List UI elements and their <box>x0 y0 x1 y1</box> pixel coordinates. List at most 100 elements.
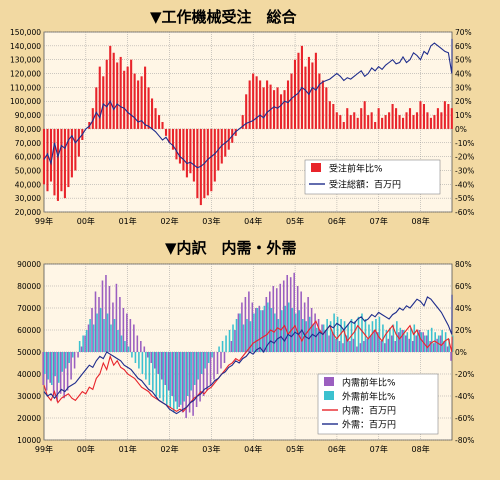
bar-a <box>119 56 122 129</box>
bar-a <box>98 66 101 129</box>
bar-a <box>56 128 59 201</box>
bar-a <box>150 352 153 363</box>
bar-a <box>178 352 180 407</box>
bar-b <box>228 330 231 352</box>
bar-a <box>433 115 436 129</box>
bar-a <box>328 335 330 352</box>
bar-a <box>303 302 306 352</box>
bar-a <box>195 352 198 407</box>
bar-a <box>95 87 98 129</box>
bar-b <box>333 313 335 352</box>
bar-b <box>326 319 328 352</box>
bar-b <box>134 352 137 363</box>
bar-a <box>381 117 384 129</box>
bar-a <box>273 90 276 129</box>
bar-b <box>169 352 172 407</box>
bar-b <box>138 352 140 369</box>
bar-a <box>360 108 363 129</box>
y-right-tick-label: -20% <box>455 153 474 162</box>
y-left-tick-label: 90,000 <box>15 111 41 120</box>
bar-a <box>123 70 126 129</box>
x-tick-label: 00年 <box>77 216 95 226</box>
bar-a <box>275 288 278 352</box>
bar-a <box>404 335 407 352</box>
bar-b <box>183 352 185 402</box>
bar-a <box>377 108 380 129</box>
bar-a <box>213 352 215 380</box>
lines-total-orders <box>43 38 453 169</box>
bar-b <box>211 352 213 358</box>
bar-a <box>45 352 48 391</box>
bar-a <box>220 352 222 369</box>
bar-b <box>354 321 356 352</box>
bar-a <box>154 108 157 129</box>
bar-a <box>310 308 313 352</box>
bar-a <box>321 324 323 352</box>
y-right-tick-label: 80% <box>455 260 472 269</box>
bar-a <box>102 76 105 129</box>
y-left-tick-label: 20000 <box>17 414 41 423</box>
bar-b <box>96 313 98 352</box>
x-tick-label: 99年 <box>35 444 53 454</box>
bar-a <box>199 128 202 206</box>
bar-b <box>141 352 144 374</box>
bar-b <box>322 324 325 352</box>
chart-title-breakdown: ▼内訳 内需・外需 <box>165 239 297 257</box>
bar-b <box>361 313 363 352</box>
bar-a <box>185 352 187 418</box>
bar-a <box>258 305 261 352</box>
bar-a <box>401 330 404 352</box>
x-tick-label: 04年 <box>244 444 262 454</box>
bar-b <box>256 308 259 352</box>
y-right-tick-label: -40% <box>455 392 474 401</box>
y-left-tick-label: 110,000 <box>10 83 41 92</box>
bar-b <box>281 310 283 352</box>
bar-a <box>157 352 160 374</box>
bar-b <box>441 330 443 352</box>
bar-b <box>64 352 67 369</box>
bar-b <box>371 321 374 352</box>
legend-swatch-bar <box>324 391 334 400</box>
bar-a <box>140 76 143 129</box>
x-ticks-breakdown: 99年 00年 01年 02年 03年 04年 05年 06年 07年 08年 <box>35 444 430 454</box>
bar-a <box>112 52 115 129</box>
y-right-tick-label: 30% <box>455 83 472 92</box>
bar-a <box>380 341 383 352</box>
bar-a <box>262 310 264 352</box>
bar-a <box>136 335 139 352</box>
bar-a <box>446 346 449 352</box>
bar-b <box>221 341 224 352</box>
bars-breakdown-yoy <box>42 272 454 418</box>
bar-b <box>124 341 126 352</box>
bar-a <box>171 352 173 396</box>
x-tick-label: 02年 <box>160 444 178 454</box>
bar-a <box>115 283 118 352</box>
bar-b <box>413 324 416 352</box>
bar-a <box>122 308 125 352</box>
y-right-ticks-total: 70% 60% 50% 40% 30% 20% 10% 0% -10% -20% -30% -40% -… <box>455 28 474 217</box>
y-right-tick-label: -40% <box>455 180 474 189</box>
bar-a <box>443 101 446 129</box>
bar-a <box>283 90 286 129</box>
bar-a <box>251 302 254 352</box>
y-right-tick-label: -30% <box>455 166 474 175</box>
bar-a <box>387 338 390 352</box>
bar-b <box>242 324 245 352</box>
y-left-tick-label: 60000 <box>17 326 41 335</box>
chart-total: 150,000 140,000 130,000 120,000 110,000 100,0… <box>10 28 474 226</box>
y-left-tick-label: 40,000 <box>15 180 41 189</box>
bar-a <box>398 115 401 129</box>
bar-a <box>87 324 90 352</box>
bar-a <box>175 128 178 160</box>
bar-a <box>345 335 348 352</box>
bar-a <box>70 352 72 380</box>
bar-a <box>279 94 283 129</box>
bar-a <box>339 115 342 129</box>
bar-b <box>343 321 346 352</box>
y-left-tick-label: 140,000 <box>10 42 41 51</box>
bar-a <box>272 286 275 352</box>
y-left-tick-label: 50000 <box>17 348 41 357</box>
bar-a <box>181 352 184 413</box>
y-right-tick-label: -60% <box>455 208 474 217</box>
